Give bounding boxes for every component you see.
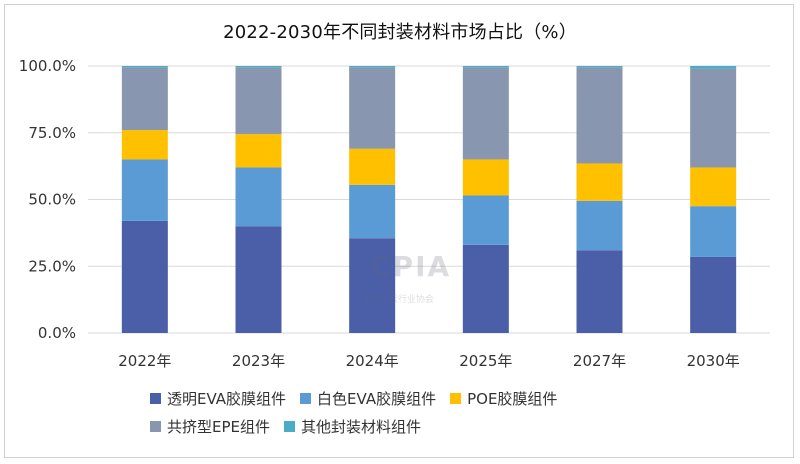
legend-item: POE胶膜组件	[450, 388, 557, 409]
bar-segment	[576, 250, 623, 333]
watermark-org-text: 中国光伏行业协会	[362, 295, 435, 305]
bar-segment	[690, 66, 737, 69]
bar-segment	[462, 66, 509, 68]
bar-segment	[576, 200, 623, 251]
bar-segment	[235, 67, 282, 135]
legend-label: POE胶膜组件	[467, 389, 558, 408]
bar-segment	[121, 220, 168, 333]
legend-swatch	[450, 392, 462, 404]
bar-segment	[235, 167, 282, 227]
bar-segment	[121, 66, 168, 68]
y-tick-label: 100.0%	[19, 57, 76, 75]
x-tick-label: 2027年	[573, 352, 626, 370]
legend-label: 透明EVA胶膜组件	[167, 389, 287, 408]
bar-segment	[690, 167, 737, 207]
x-tick-label: 2025年	[459, 352, 512, 370]
x-tick-label: 2023年	[232, 352, 285, 370]
bar-segment	[690, 256, 737, 333]
chart-title: 2022-2030年不同封装材料市场占比（%）	[223, 22, 577, 43]
bar-segment	[576, 66, 623, 68]
y-tick-label: 25.0%	[28, 257, 76, 275]
legend-item: 其他封装材料组件	[284, 416, 421, 437]
legend-label: 白色EVA胶膜组件	[317, 389, 437, 408]
legend-item: 共挤型EPE组件	[150, 416, 270, 437]
legend-item: 白色EVA胶膜组件	[300, 388, 436, 409]
bar-segment	[121, 159, 168, 221]
legend-swatch	[300, 392, 312, 404]
bar-segment	[576, 67, 623, 164]
bar-segment	[235, 134, 282, 168]
watermark-logo-text: CPIA	[370, 250, 452, 283]
bar-segment	[462, 159, 509, 196]
legend-row: 共挤型EPE组件 其他封装材料组件	[150, 412, 670, 440]
bar-segment	[349, 67, 396, 149]
chart-legend: 透明EVA胶膜组件 白色EVA胶膜组件 POE胶膜组件共挤型EPE组件 其他封装材料组…	[150, 384, 670, 440]
bar-segment	[235, 66, 282, 68]
bar-segment	[349, 238, 396, 333]
x-tick-label: 2022年	[118, 352, 171, 370]
bar-segment	[462, 244, 509, 333]
legend-row: 透明EVA胶膜组件 白色EVA胶膜组件 POE胶膜组件	[150, 384, 670, 412]
legend-label: 其他封装材料组件	[301, 417, 422, 436]
chart-frame	[4, 4, 794, 458]
legend-swatch	[150, 392, 161, 404]
bar-segment	[235, 226, 282, 333]
cpia-watermark: CPIA 中国光伏行业协会	[348, 220, 468, 320]
y-tick-label: 50.0%	[28, 191, 76, 209]
bar-segment	[349, 66, 396, 68]
bar-segment	[462, 67, 509, 160]
bar-segment	[349, 148, 396, 185]
y-tick-label: 0.0%	[38, 324, 76, 342]
bar-segment	[121, 67, 168, 131]
legend-label: 共挤型EPE组件	[167, 417, 271, 436]
bar-segment	[690, 206, 737, 257]
bar-segment	[349, 184, 396, 239]
bar-segment	[576, 163, 623, 201]
legend-swatch	[284, 420, 296, 432]
y-tick-label: 75.0%	[28, 124, 76, 142]
x-tick-label: 2030年	[687, 352, 740, 370]
bar-segment	[462, 195, 509, 245]
legend-swatch	[150, 420, 161, 432]
bar-segment	[121, 130, 168, 160]
legend-item: 透明EVA胶膜组件	[150, 388, 286, 409]
bar-segment	[690, 68, 737, 168]
x-tick-label: 2024年	[346, 352, 399, 370]
